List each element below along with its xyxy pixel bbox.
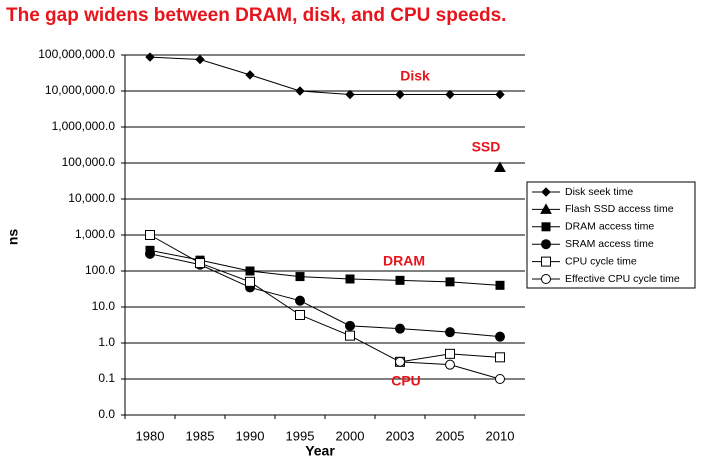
series-line <box>149 56 500 95</box>
marker <box>445 327 455 338</box>
y-tick-label: 1.0 <box>98 335 115 349</box>
marker <box>495 89 505 100</box>
annotation: SSD <box>472 139 501 155</box>
marker <box>295 86 305 96</box>
marker <box>445 89 455 100</box>
annotation: DRAM <box>383 253 425 269</box>
x-tick-label: 2010 <box>486 428 515 443</box>
y-tick-label: 10,000,000.0 <box>45 83 115 97</box>
marker <box>395 275 405 285</box>
y-axis-label: ns <box>5 229 21 246</box>
legend-text: Disk seek time <box>565 186 633 198</box>
marker <box>541 274 551 284</box>
series-line <box>149 234 501 363</box>
marker <box>495 352 505 363</box>
marker <box>395 323 405 334</box>
y-tick-label: 100,000.0 <box>62 155 116 169</box>
marker <box>245 266 255 276</box>
x-tick-label: 1990 <box>236 428 265 443</box>
marker <box>145 230 155 240</box>
marker <box>495 280 505 290</box>
legend-text: Flash SSD access time <box>565 203 674 215</box>
annotation: Disk <box>400 68 430 84</box>
marker <box>245 70 255 80</box>
marker <box>495 374 505 384</box>
y-tick-label: 10.0 <box>92 299 116 313</box>
legend-text: DRAM access time <box>565 221 654 233</box>
marker <box>541 187 551 197</box>
marker <box>145 248 155 259</box>
marker <box>145 52 155 62</box>
marker <box>295 295 305 306</box>
marker <box>345 89 355 100</box>
marker <box>445 348 455 359</box>
y-tick-label: 0.0 <box>98 407 115 421</box>
annotation: CPU <box>391 373 421 389</box>
legend-text: SRAM access time <box>565 238 654 250</box>
marker <box>295 272 305 282</box>
y-tick-label: 1,000,000.0 <box>52 119 116 133</box>
marker <box>541 239 551 250</box>
legend-box <box>526 181 696 289</box>
x-tick-label: 1980 <box>136 428 165 443</box>
marker <box>345 330 355 341</box>
marker <box>345 274 355 284</box>
x-tick-label: 2000 <box>336 428 365 443</box>
y-tick-label: 100,000,000.0 <box>38 47 115 61</box>
legend-text: Effective CPU cycle time <box>565 273 680 285</box>
chart-title: The gap widens between DRAM, disk, and C… <box>6 5 506 26</box>
marker <box>195 54 205 65</box>
marker <box>540 203 552 214</box>
x-tick-label: 1995 <box>286 428 315 443</box>
series-line <box>149 249 501 286</box>
marker <box>541 222 551 232</box>
x-axis-label: Year <box>305 443 335 459</box>
marker <box>445 359 455 370</box>
x-tick-label: 2003 <box>386 428 415 443</box>
marker <box>445 277 455 287</box>
y-tick-label: 0.1 <box>98 371 115 385</box>
marker <box>395 89 405 100</box>
marker <box>495 331 505 342</box>
marker <box>541 256 551 267</box>
marker <box>494 161 506 172</box>
marker <box>195 258 205 269</box>
x-tick-label: 2005 <box>436 428 465 443</box>
y-tick-label: 1,000.0 <box>75 227 115 241</box>
marker <box>345 320 355 331</box>
marker <box>395 356 405 367</box>
y-tick-label: 10,000.0 <box>68 191 115 205</box>
marker <box>245 276 255 287</box>
x-tick-label: 1985 <box>186 428 215 443</box>
y-tick-label: 100.0 <box>85 263 115 277</box>
series-line <box>149 253 501 338</box>
legend-text: CPU cycle time <box>565 255 637 267</box>
marker <box>295 309 305 320</box>
